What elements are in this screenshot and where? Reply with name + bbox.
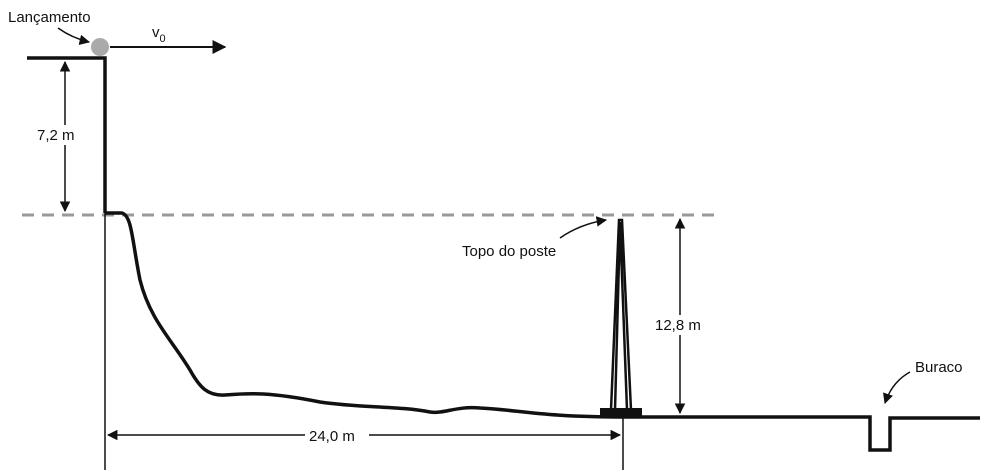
- hole-label: Buraco: [915, 359, 963, 376]
- pole-top-pointer: [559, 216, 608, 239]
- distance-label: 24,0 m: [309, 428, 355, 445]
- terrain: [105, 211, 980, 452]
- pole: [609, 218, 633, 411]
- label-bg: [652, 315, 712, 335]
- launch-label: Lançamento: [8, 9, 91, 26]
- ball: [91, 38, 109, 56]
- velocity-subscript: 0: [160, 33, 166, 45]
- cliff: [27, 56, 107, 213]
- hole-pointer: [883, 371, 911, 404]
- pole-base: [600, 408, 642, 418]
- pole-top-label: Topo do poste: [462, 243, 556, 260]
- label-bg: [305, 426, 369, 444]
- pole-height-label: 12,8 m: [655, 317, 701, 334]
- cliff-height-label: 7,2 m: [37, 127, 75, 144]
- velocity-label: v0: [152, 24, 166, 45]
- velocity-symbol: v: [152, 24, 160, 41]
- label-bg: [34, 125, 90, 145]
- launch-pointer: [57, 27, 91, 45]
